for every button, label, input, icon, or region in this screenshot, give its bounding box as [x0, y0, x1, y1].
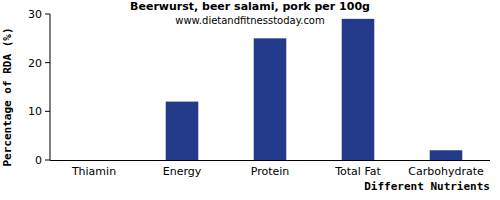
bar: [430, 150, 463, 160]
x-tick-label: Energy: [163, 165, 202, 178]
y-tick: [45, 14, 50, 15]
y-axis: [50, 14, 51, 160]
x-tick-label: Protein: [251, 165, 290, 178]
y-tick: [45, 62, 50, 63]
bars: [166, 19, 463, 160]
y-tick: [45, 111, 50, 112]
y-axis-label: Percentage of RDA (%): [1, 27, 14, 166]
y-tick-label: 0: [35, 154, 42, 167]
y-tick-label: 30: [28, 8, 42, 21]
y-tick: [45, 160, 50, 161]
bar: [254, 38, 287, 160]
bar: [342, 19, 375, 160]
chart: Beerwurst, beer salami, pork per 100g www…: [0, 0, 500, 200]
title: Beerwurst, beer salami, pork per 100g: [130, 0, 370, 13]
x-tick-label: Total Fat: [334, 165, 381, 178]
x-tick-label: Thiamin: [71, 165, 116, 178]
bar: [78, 160, 111, 161]
x-tick-label: Carbohydrate: [408, 165, 484, 178]
x-axis-label: Different Nutrients: [364, 180, 490, 193]
y-tick-label: 10: [28, 105, 42, 118]
y-tick-label: 20: [28, 57, 42, 70]
subtitle: www.dietandfitnesstoday.com: [175, 15, 324, 26]
x-axis: [50, 160, 490, 161]
bar: [166, 102, 199, 160]
